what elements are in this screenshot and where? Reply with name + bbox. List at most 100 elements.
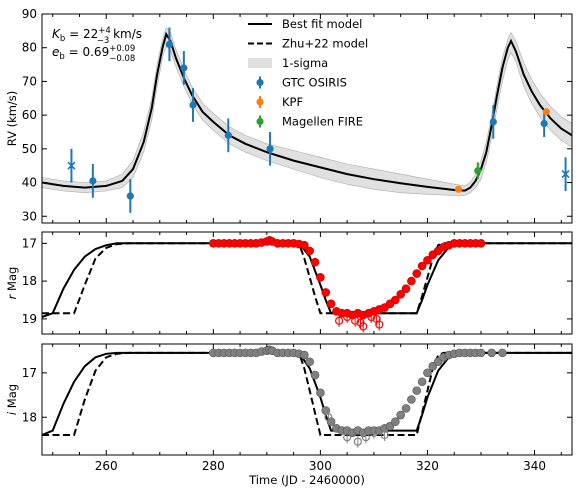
data-point <box>561 157 570 191</box>
phot-point <box>391 417 400 427</box>
x-tick-label: 340 <box>523 459 546 473</box>
phot-point <box>396 290 405 299</box>
e-annotation: eb = 0.69+0.09 −0.08 <box>52 44 135 64</box>
phot-open-point <box>343 311 352 323</box>
legend-label: Best fit model <box>282 17 362 31</box>
k-annotation-part: b <box>60 34 65 44</box>
y-tick-label: 18 <box>22 274 37 288</box>
phot-open-point <box>353 435 362 448</box>
open-point-marker <box>369 428 379 437</box>
x-marker <box>561 170 570 179</box>
phot-point <box>423 368 432 378</box>
phot-point <box>316 273 325 282</box>
x-axis-label: Time (JD - 2460000) <box>248 473 365 487</box>
phot-point <box>305 246 314 256</box>
x-tick-label: 260 <box>95 459 118 473</box>
phot-point <box>316 388 325 398</box>
best-fit-curve <box>41 351 572 436</box>
k-annotation-part: K <box>52 27 61 41</box>
k-annotation-part: km/s <box>109 27 142 41</box>
x-marker <box>67 161 76 170</box>
y-tick-label: 30 <box>22 209 37 223</box>
open-point-marker <box>361 433 370 442</box>
rv-ylabel: RV (km/s) <box>5 91 19 147</box>
legend-label: GTC OSIRIS <box>282 76 347 90</box>
phot-open-point <box>367 311 376 323</box>
phot-point <box>310 370 320 380</box>
e-annotation-part: +0.09 <box>109 44 135 54</box>
legend-entry: KPF <box>256 95 303 109</box>
open-point-marker <box>375 320 384 329</box>
point-marker <box>180 64 188 72</box>
best-fit-curve <box>41 31 573 192</box>
point-marker <box>126 192 134 200</box>
phot-point <box>407 395 416 404</box>
phot-open-point <box>380 429 389 442</box>
phot-point <box>487 348 496 358</box>
open-point-marker <box>359 322 368 331</box>
y-tick-label: 18 <box>22 410 37 424</box>
legend-entry: 1-sigma <box>248 56 328 70</box>
data-point <box>165 27 174 62</box>
k-annotation: Kb = 22+4 −3 km/s <box>52 26 142 46</box>
phot-ylabel: r Mag <box>5 267 19 300</box>
data-point <box>266 131 274 166</box>
legend-label: KPF <box>282 95 303 109</box>
k-annotation-part: = 22 <box>65 27 98 41</box>
data-point <box>67 148 76 183</box>
x-tick-label: 320 <box>416 459 439 473</box>
phot-point <box>300 350 309 360</box>
legend-entry: GTC OSIRIS <box>256 76 347 90</box>
phot-panel-frame <box>41 343 573 456</box>
data-point <box>180 51 188 85</box>
data-point <box>189 88 197 122</box>
point-marker <box>266 145 274 153</box>
point-marker <box>165 40 174 48</box>
phot-point <box>310 257 320 267</box>
phot-point <box>401 404 411 413</box>
legend-label: Zhu+22 model <box>282 37 368 51</box>
phot-point <box>391 295 400 305</box>
phot-point <box>401 284 411 293</box>
phot-open-point <box>343 431 352 444</box>
data-point <box>474 162 482 180</box>
phot-point <box>412 269 422 278</box>
phot-ylabel-band: r <box>5 293 19 299</box>
k-annotation-part: +4 <box>98 26 111 36</box>
legend-entry: Magellen FIRE <box>256 115 363 129</box>
data-point <box>454 185 463 193</box>
e-annotation-part: = 0.69 <box>65 45 109 59</box>
rv-panel-frame <box>41 13 573 224</box>
open-point-marker <box>380 430 389 440</box>
phot-point <box>423 256 432 265</box>
phot-point <box>498 348 507 358</box>
phot-point <box>476 348 486 358</box>
data-point <box>489 105 497 139</box>
data-point <box>89 164 97 198</box>
point-marker <box>474 167 482 175</box>
open-point-marker <box>351 316 360 325</box>
open-point-marker <box>343 312 352 322</box>
x-tick-label: 300 <box>309 459 332 473</box>
y-tick-label: 60 <box>22 108 37 122</box>
y-tick-label: 17 <box>22 236 37 250</box>
point-marker <box>89 177 97 185</box>
open-point-marker <box>367 312 376 322</box>
phot-ylabel-band: i <box>5 411 19 415</box>
phot-open-point <box>335 314 344 327</box>
legend-swatch <box>256 78 264 87</box>
y-tick-label: 80 <box>22 41 37 55</box>
open-point-marker <box>353 437 362 446</box>
phot-ylabel: i Mag <box>5 384 19 415</box>
e-annotation-part: −0.08 <box>109 54 135 64</box>
data-point <box>126 179 134 213</box>
legend-swatch <box>256 98 264 106</box>
point-marker <box>489 118 497 126</box>
legend-swatch <box>256 117 264 126</box>
legend-entry: Best fit model <box>248 17 362 31</box>
point-marker <box>189 101 197 109</box>
e-annotation-part: b <box>59 52 64 62</box>
phot-point <box>417 377 427 387</box>
point-marker <box>224 131 232 139</box>
